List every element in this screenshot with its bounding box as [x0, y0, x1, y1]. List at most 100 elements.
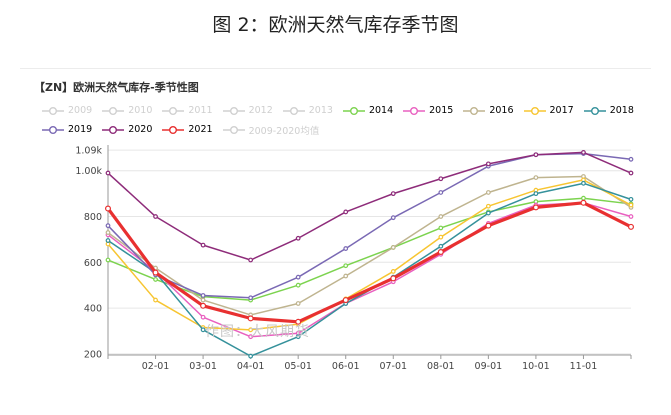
data-point-2016 [390, 245, 396, 250]
data-point-2020 [533, 152, 539, 158]
data-point-2017 [438, 234, 444, 240]
x-tick-label: 09-01 [475, 361, 503, 372]
series-line-2020 [107, 151, 632, 261]
series-line-2015 [107, 202, 632, 338]
legend-marker-icon [403, 106, 426, 115]
legend-label: 2016 [489, 105, 514, 116]
y-tick-label: 200 [84, 349, 102, 360]
data-point-2014 [295, 282, 301, 288]
legend-label: 2015 [429, 105, 454, 116]
legend-item-2014[interactable]: 2014 [342, 101, 394, 120]
series-line-2017 [107, 179, 632, 331]
data-point-2017 [628, 202, 634, 208]
legend-marker-icon [342, 106, 365, 115]
data-point-2019 [295, 274, 301, 280]
data-point-2021 [485, 222, 492, 229]
series-line-2021 [106, 201, 632, 324]
data-point-2014 [153, 277, 158, 282]
data-point-2015 [248, 334, 254, 340]
x-tick-label: 02-01 [142, 361, 170, 372]
data-point-2018 [248, 353, 254, 359]
data-point-2021 [580, 199, 587, 206]
legend-item-2010[interactable]: 2010 [102, 101, 152, 120]
data-point-2017 [153, 297, 158, 303]
data-point-2021 [627, 223, 634, 230]
chart-legend: 2009 2010 2011 2012 2013 2014 2015 2016 2017 2018… [42, 101, 652, 139]
data-point-2014 [438, 225, 444, 231]
chart-panel: 200 400 600 800 1.00k 1.09k 02-01 03-01 04-01 05-… [20, 68, 651, 406]
data-point-2020 [438, 176, 444, 182]
series-line-2018 [107, 182, 632, 357]
chart-plot: 200 400 600 800 1.00k 1.09k 02-01 03-01 04-01 05-… [75, 145, 634, 372]
legend-item-2017[interactable]: 2017 [523, 101, 574, 120]
data-point-2019 [343, 246, 349, 251]
legend-label: 2010 [128, 105, 153, 116]
legend-label: 2018 [609, 105, 634, 116]
x-tick-label: 08-01 [427, 361, 455, 372]
legend-item-2012[interactable]: 2012 [222, 101, 273, 120]
y-tick-label: 600 [84, 258, 102, 269]
legend-item-2018[interactable]: 2018 [583, 101, 634, 120]
legend-label: 2009 [68, 105, 93, 116]
legend-label: 2012 [248, 105, 273, 116]
legend-label: 2021 [188, 124, 213, 135]
legend-marker-icon [583, 106, 606, 115]
legend-item-2019[interactable]: 2019 [42, 120, 92, 139]
data-point-2016 [343, 273, 349, 279]
chart-title: 【ZN】欧洲天然气库存-季节性图 [34, 81, 199, 94]
data-point-2020 [248, 257, 254, 263]
x-tick-label: 03-01 [189, 361, 217, 372]
data-point-2016 [105, 230, 111, 235]
data-point-2020 [485, 161, 491, 167]
y-tick-label: 400 [84, 304, 102, 315]
legend-marker-icon [523, 106, 546, 115]
data-point-2021 [532, 204, 539, 211]
legend-marker-icon [162, 106, 185, 115]
data-point-2017 [390, 269, 396, 274]
legend-marker-icon [282, 106, 305, 115]
legend-marker-icon [162, 125, 185, 134]
legend-item-2011[interactable]: 2011 [162, 101, 213, 120]
legend-item-2009-2020均值[interactable]: 2009-2020均值 [222, 120, 320, 139]
y-tick-label: 1.09k [75, 146, 102, 157]
data-point-2020 [105, 170, 111, 176]
data-point-2021 [437, 249, 444, 256]
legend-label: 2020 [128, 124, 153, 135]
legend-item-2020[interactable]: 2020 [102, 120, 152, 139]
legend-item-2013[interactable]: 2013 [282, 101, 333, 120]
data-point-2018 [533, 191, 539, 197]
data-point-2021 [247, 315, 254, 322]
legend-marker-icon [102, 125, 125, 134]
data-point-2020 [153, 214, 158, 219]
data-point-2018 [485, 210, 491, 216]
data-point-2021 [152, 269, 159, 276]
data-point-2018 [105, 238, 111, 243]
data-point-2019 [105, 223, 111, 229]
figure-caption: 图 2：欧洲天然气库存季节图 [212, 14, 459, 36]
legend-marker-icon [42, 125, 64, 134]
data-point-2020 [628, 170, 634, 176]
watermark: 作图：大风期货 [205, 324, 310, 340]
data-point-2015 [200, 314, 206, 320]
legend-item-2009[interactable]: 2009 [42, 101, 92, 120]
legend-label: 2014 [368, 105, 394, 116]
legend-label: 2013 [308, 105, 333, 116]
legend-item-2016[interactable]: 2016 [463, 101, 514, 120]
data-point-2021 [200, 302, 207, 309]
y-tick-label: 800 [84, 212, 102, 223]
x-tick-label: 10-01 [522, 361, 550, 372]
legend-item-2015[interactable]: 2015 [403, 101, 453, 120]
legend-label: 2009-2020均值 [248, 125, 320, 137]
data-point-2014 [343, 263, 349, 269]
series-line-2014 [107, 197, 632, 301]
data-point-2014 [581, 195, 586, 201]
legend-item-2021[interactable]: 2021 [162, 120, 213, 139]
data-point-2021 [104, 205, 111, 212]
legend-label: 2017 [549, 105, 574, 116]
data-point-2017 [485, 203, 491, 209]
data-point-2016 [200, 297, 206, 303]
data-point-2016 [485, 190, 491, 195]
x-tick-label: 05-01 [284, 361, 312, 372]
data-point-2018 [581, 180, 586, 186]
legend-marker-icon [222, 125, 245, 134]
